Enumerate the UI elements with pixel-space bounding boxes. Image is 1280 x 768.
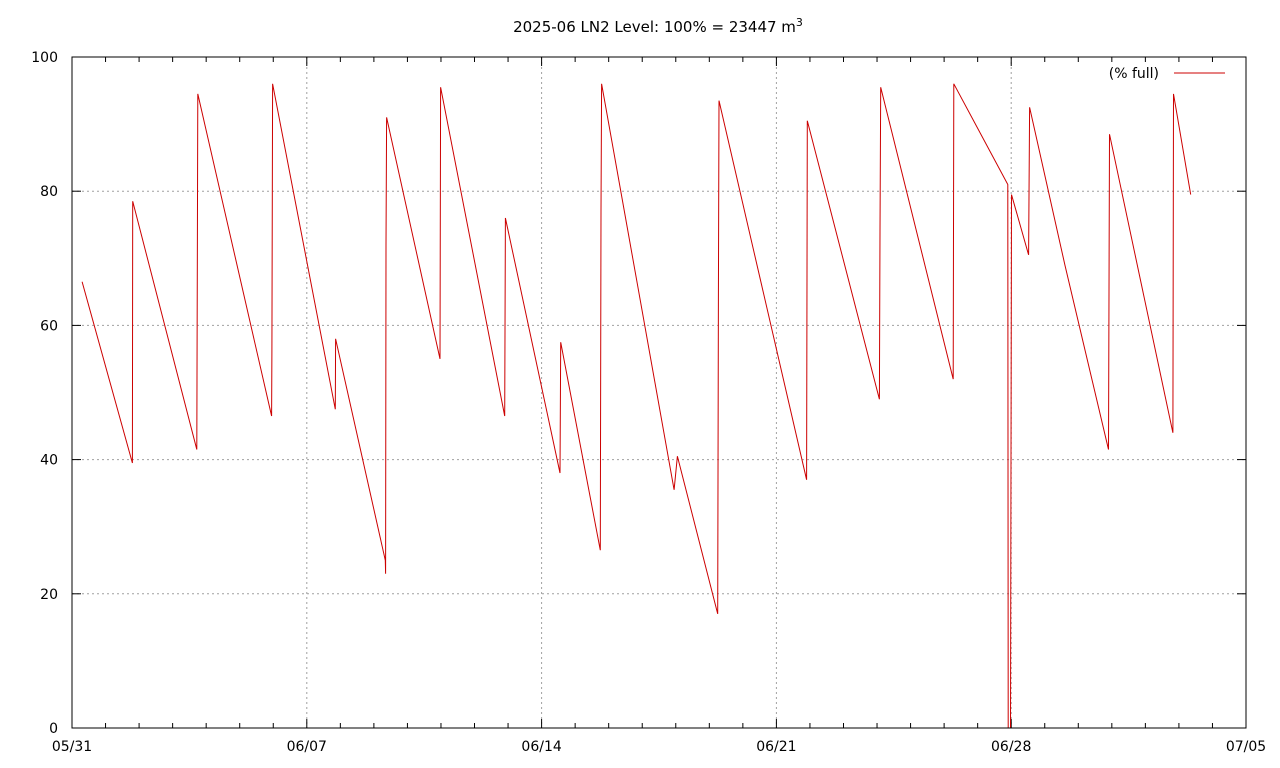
y-tick-label: 40	[40, 453, 58, 469]
chart-title-main: 2025-06 LN2 Level: 100% = 23447 m	[513, 18, 796, 36]
legend-label: (% full)	[1109, 66, 1159, 82]
legend: (% full)	[1109, 66, 1225, 82]
y-tick-label: 0	[49, 721, 58, 737]
x-tick-label: 06/28	[991, 739, 1031, 755]
x-tick-label: 06/07	[287, 739, 327, 755]
y-tick-label: 60	[40, 318, 58, 334]
x-tick-label: 05/31	[52, 739, 92, 755]
y-tick-label: 80	[40, 184, 58, 200]
y-tick-label: 100	[31, 50, 58, 66]
series-line-percent-full	[81, 83, 1192, 729]
x-tick-label: 07/05	[1226, 739, 1266, 755]
x-tick-label: 06/14	[521, 739, 561, 755]
plot-frame	[71, 56, 1247, 729]
grid-layer	[72, 57, 1246, 728]
x-tick-label: 06/21	[756, 739, 796, 755]
chart-title: 2025-06 LN2 Level: 100% = 23447 m3	[513, 16, 803, 36]
y-tick-label: 20	[40, 587, 58, 603]
chart-title-superscript: 3	[796, 16, 803, 29]
tick-label-layer: 0 20 40 60 80 100 05/31 06/07 06/14 06/21 06/28 07/…	[31, 50, 1266, 755]
series-layer	[81, 83, 1192, 729]
tick-layer	[71, 56, 1247, 729]
